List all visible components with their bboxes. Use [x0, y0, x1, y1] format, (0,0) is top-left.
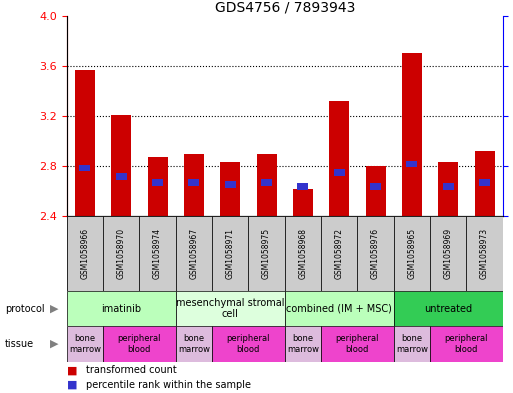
Bar	[248, 216, 285, 291]
Text: GSM1058965: GSM1058965	[407, 228, 417, 279]
Bar	[175, 291, 285, 326]
Bar	[175, 326, 212, 362]
Bar	[67, 326, 103, 362]
Bar	[175, 216, 212, 291]
Text: combined (IM + MSC): combined (IM + MSC)	[286, 303, 392, 314]
Title: GDS4756 / 7893943: GDS4756 / 7893943	[214, 0, 355, 15]
Text: peripheral
blood: peripheral blood	[336, 334, 379, 354]
Bar	[366, 166, 386, 216]
Text: bone
marrow: bone marrow	[396, 334, 428, 354]
Text: ▶: ▶	[50, 303, 58, 314]
Text: peripheral
blood: peripheral blood	[227, 334, 270, 354]
Bar	[334, 169, 345, 176]
Bar	[393, 326, 430, 362]
Bar	[188, 179, 200, 185]
Text: GSM1058967: GSM1058967	[189, 228, 199, 279]
Bar	[466, 216, 503, 291]
Bar	[321, 216, 358, 291]
Bar	[256, 154, 277, 216]
Bar	[80, 165, 90, 171]
Text: tissue: tissue	[5, 339, 34, 349]
Text: GSM1058975: GSM1058975	[262, 228, 271, 279]
Text: GSM1058972: GSM1058972	[334, 228, 344, 279]
Bar	[212, 216, 248, 291]
Bar	[293, 189, 313, 216]
Bar	[430, 326, 503, 362]
Text: percentile rank within the sample: percentile rank within the sample	[86, 380, 251, 390]
Bar	[184, 154, 204, 216]
Bar	[225, 181, 235, 187]
Text: bone
marrow: bone marrow	[178, 334, 210, 354]
Text: GSM1058976: GSM1058976	[371, 228, 380, 279]
Bar	[479, 179, 490, 185]
Bar	[321, 326, 394, 362]
Text: imatinib: imatinib	[101, 303, 141, 314]
Bar	[67, 291, 175, 326]
Bar	[285, 291, 393, 326]
Bar	[329, 101, 349, 216]
Bar	[75, 70, 95, 216]
Text: GSM1058974: GSM1058974	[153, 228, 162, 279]
Bar	[111, 115, 131, 216]
Bar	[402, 53, 422, 216]
Text: protocol: protocol	[5, 303, 45, 314]
Text: GSM1058969: GSM1058969	[444, 228, 453, 279]
Text: peripheral
blood: peripheral blood	[445, 334, 488, 354]
Bar	[298, 183, 308, 189]
Bar	[140, 216, 175, 291]
Bar	[285, 326, 321, 362]
Bar	[116, 173, 127, 180]
Bar	[406, 161, 418, 167]
Bar	[152, 179, 163, 185]
Bar	[393, 291, 503, 326]
Bar	[212, 326, 285, 362]
Bar	[67, 216, 103, 291]
Bar	[148, 157, 168, 216]
Bar	[438, 162, 458, 216]
Text: mesenchymal stromal
cell: mesenchymal stromal cell	[176, 298, 285, 319]
Text: GSM1058970: GSM1058970	[116, 228, 126, 279]
Text: bone
marrow: bone marrow	[287, 334, 319, 354]
Text: GSM1058966: GSM1058966	[81, 228, 89, 279]
Bar	[103, 216, 140, 291]
Bar	[393, 216, 430, 291]
Bar	[220, 162, 240, 216]
Bar	[475, 151, 495, 216]
Text: ▶: ▶	[50, 339, 58, 349]
Bar	[261, 179, 272, 185]
Text: bone
marrow: bone marrow	[69, 334, 101, 354]
Text: ■: ■	[67, 380, 77, 390]
Bar	[285, 216, 321, 291]
Bar	[358, 216, 393, 291]
Text: untreated: untreated	[424, 303, 472, 314]
Text: transformed count: transformed count	[86, 365, 177, 375]
Bar	[443, 183, 453, 189]
Bar	[103, 326, 175, 362]
Bar	[430, 216, 466, 291]
Text: GSM1058973: GSM1058973	[480, 228, 489, 279]
Text: ■: ■	[67, 365, 77, 375]
Text: GSM1058971: GSM1058971	[226, 228, 235, 279]
Bar	[370, 183, 381, 189]
Text: GSM1058968: GSM1058968	[299, 228, 307, 279]
Text: peripheral
blood: peripheral blood	[117, 334, 161, 354]
